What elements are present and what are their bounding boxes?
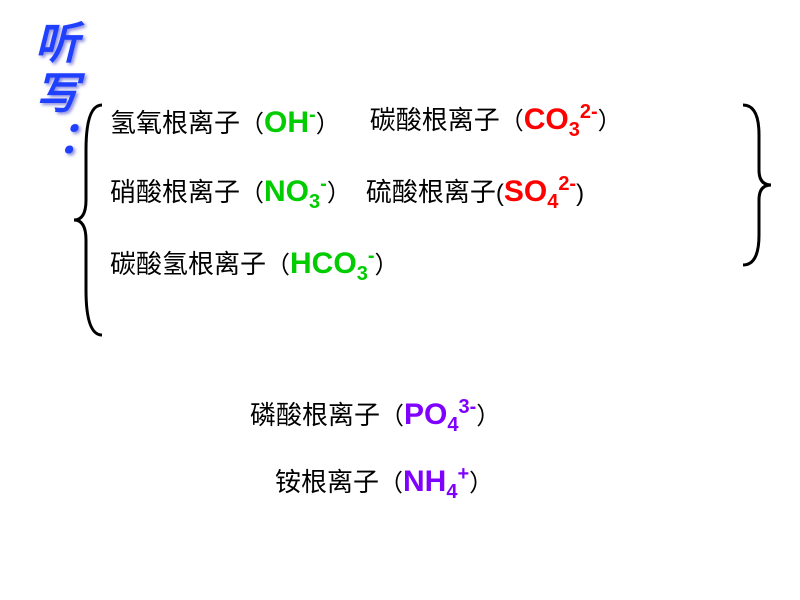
formula-sub: 3 (309, 191, 320, 213)
content-area: 氢氧根离子 （ OH- ） 碳酸根离子 （ CO32- ） 硝酸根离子 （ NO… (70, 100, 750, 360)
label-sulfate: 硫酸根离子 (366, 172, 496, 209)
formula-base: PO (404, 398, 447, 431)
item-nitrate: 硝酸根离子 （ NO3- ） (110, 172, 351, 214)
formula-carbonate: CO32- (524, 101, 598, 142)
label-ammonium: 铵根离子 (275, 462, 379, 499)
label-carbonate: 碳酸根离子 (370, 100, 500, 137)
label-hydroxide: 氢氧根离子 (110, 103, 240, 140)
paren-open: （ (380, 396, 404, 431)
formula-base: NO (264, 175, 309, 208)
formula-sub: 4 (447, 414, 458, 436)
paren-close: ） (476, 396, 500, 431)
row-1: 氢氧根离子 （ OH- ） 碳酸根离子 （ CO32- ） (110, 100, 750, 142)
bottom-area: 磷酸根离子 （ PO43- ） 铵根离子 （ NH4+ ） (250, 395, 500, 529)
formula-phosphate: PO43- (404, 396, 476, 437)
formula-sup: 3- (459, 396, 477, 418)
paren-close: ） (316, 104, 340, 139)
paren-open: （ (266, 245, 290, 280)
formula-base: NH (403, 465, 446, 498)
paren-close: ） (327, 173, 351, 208)
label-phosphate: 磷酸根离子 (250, 395, 380, 432)
item-bicarbonate: 碳酸氢根离子 （ HCO3- ） (110, 244, 398, 286)
item-sulfate: 硫酸根离子 ( SO42- ) (366, 172, 584, 214)
formula-sup: - (309, 104, 316, 126)
row-2: 硝酸根离子 （ NO3- ） 硫酸根离子 ( SO42- ) (110, 172, 750, 214)
formula-sub: 4 (446, 481, 457, 503)
formula-sup: - (368, 245, 375, 267)
label-bicarbonate: 碳酸氢根离子 (110, 244, 266, 281)
formula-base: SO (504, 175, 547, 208)
row-3: 碳酸氢根离子 （ HCO3- ） (110, 244, 750, 286)
paren-close: ） (374, 245, 398, 280)
item-ammonium: 铵根离子 （ NH4+ ） (275, 462, 500, 504)
formula-sub: 4 (547, 191, 558, 213)
paren-close: ） (469, 463, 493, 498)
paren-open: （ (379, 463, 403, 498)
formula-base: HCO (290, 247, 357, 280)
formula-sulfate: SO42- (504, 173, 576, 214)
formula-sup: + (457, 463, 469, 485)
paren-close: ） (598, 101, 622, 136)
formula-sup: 2- (580, 101, 598, 123)
paren-open: ( (496, 180, 504, 208)
formula-base: OH (264, 106, 309, 139)
formula-bicarbonate: HCO3- (290, 245, 374, 286)
formula-sub: 3 (569, 119, 580, 141)
item-phosphate: 磷酸根离子 （ PO43- ） (250, 395, 500, 437)
formula-sup: - (320, 173, 327, 195)
paren-close: ) (576, 180, 584, 208)
paren-open: （ (500, 101, 524, 136)
formula-nitrate: NO3- (264, 173, 327, 214)
label-nitrate: 硝酸根离子 (110, 172, 240, 209)
formula-base: CO (524, 103, 569, 136)
paren-open: （ (240, 104, 264, 139)
paren-open: （ (240, 173, 264, 208)
formula-hydroxide: OH- (264, 104, 316, 140)
formula-ammonium: NH4+ (403, 463, 469, 504)
item-carbonate: 碳酸根离子 （ CO32- ） (370, 100, 622, 142)
item-hydroxide: 氢氧根离子 （ OH- ） (110, 103, 340, 140)
formula-sub: 3 (357, 263, 368, 285)
formula-sup: 2- (558, 173, 576, 195)
